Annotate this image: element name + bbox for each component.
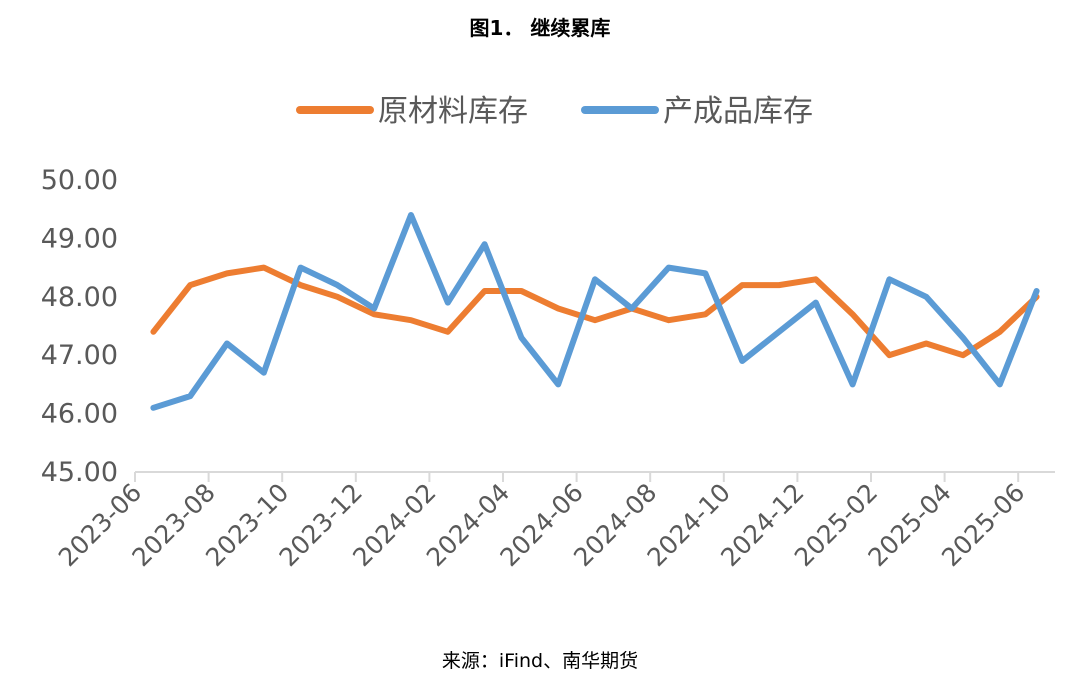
y-tick-label: 50.00 xyxy=(41,165,118,196)
series-lines xyxy=(150,212,1040,411)
y-tick-label: 49.00 xyxy=(41,223,118,254)
legend: 原材料库存 产成品库存 xyxy=(296,94,813,129)
legend-label: 产成品库存 xyxy=(663,94,813,129)
y-tick-label: 46.00 xyxy=(41,399,118,430)
x-axis: 2023-062023-082023-102023-122024-022024-… xyxy=(53,471,1055,572)
y-tick-label: 47.00 xyxy=(41,340,118,371)
chart-title: 图1． 继续累库 xyxy=(469,16,611,40)
source-note: 来源：iFind、南华期货 xyxy=(441,650,639,672)
series-line xyxy=(150,212,1040,411)
y-tick-label: 48.00 xyxy=(41,282,118,313)
y-axis: 45.00 46.00 47.00 48.00 49.00 50.00 xyxy=(41,165,118,488)
y-tick-label: 45.00 xyxy=(41,457,118,488)
legend-label: 原材料库存 xyxy=(378,94,528,129)
series-line xyxy=(150,264,1040,359)
